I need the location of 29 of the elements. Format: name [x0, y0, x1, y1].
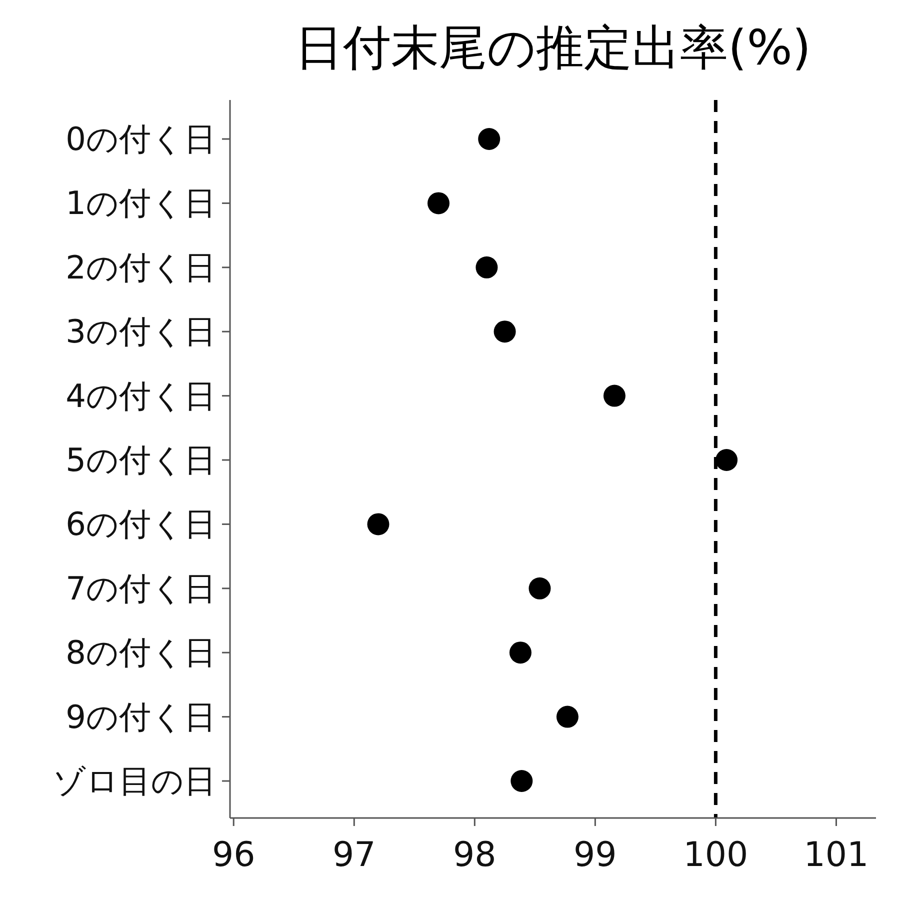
x-tick-label: 100	[683, 835, 748, 875]
x-tick-label: 97	[332, 835, 376, 875]
x-tick-label: 98	[453, 835, 496, 875]
y-tick-label: 5の付く日	[66, 441, 216, 479]
point	[494, 320, 516, 343]
y-tick-label: 1の付く日	[66, 184, 216, 222]
point	[603, 384, 626, 407]
point	[428, 192, 450, 214]
x-tick-label: 99	[574, 835, 617, 875]
point	[476, 256, 498, 278]
y-tick-label: 8の付く日	[66, 634, 216, 672]
y-tick-label: 4の付く日	[66, 376, 216, 415]
point	[510, 770, 533, 792]
point	[478, 128, 500, 150]
point	[528, 577, 551, 600]
point	[367, 513, 390, 536]
y-tick-label: 7の付く日	[66, 569, 216, 608]
point	[556, 706, 578, 728]
y-tick-label: ゾロ目の日	[53, 762, 216, 800]
point	[716, 449, 738, 471]
y-tick-label: 3の付く日	[66, 312, 216, 351]
point	[509, 642, 532, 664]
y-tick-label: 9の付く日	[66, 698, 216, 736]
x-tick-label: 96	[212, 835, 256, 875]
chart-title: 日付末尾の推定出率(%)	[294, 20, 812, 76]
x-tick-label: 101	[804, 835, 869, 875]
y-tick-label: 6の付く日	[66, 505, 216, 544]
y-tick-label: 2の付く日	[66, 248, 216, 286]
y-tick-label: 0の付く日	[66, 120, 216, 158]
